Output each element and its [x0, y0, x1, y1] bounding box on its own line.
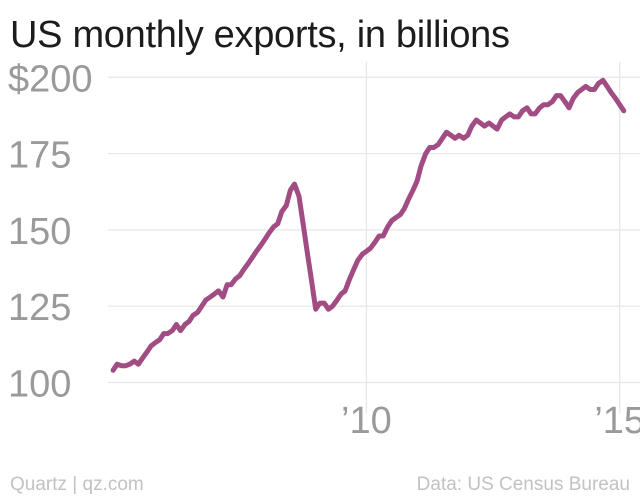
plot-area [113, 80, 624, 370]
y-tick-label: $200 [8, 58, 93, 100]
y-axis-tick-labels: $200 175 150 125 100 [8, 58, 93, 405]
x-axis-tick-labels: ’10 ’15 [341, 400, 640, 442]
x-tick-label: ’10 [341, 400, 392, 442]
y-tick-label: 100 [8, 363, 71, 405]
y-tick-label: 150 [8, 211, 71, 253]
source-credit: Quartz | qz.com [10, 474, 144, 496]
line-chart: $200 175 150 125 100 ’10 ’15 [0, 0, 640, 470]
data-source: Data: US Census Bureau [417, 474, 630, 496]
series-line [113, 80, 624, 370]
grid-lines [108, 62, 640, 413]
y-tick-label: 125 [8, 287, 71, 329]
x-tick-label: ’15 [594, 400, 640, 442]
y-tick-label: 175 [8, 135, 71, 177]
